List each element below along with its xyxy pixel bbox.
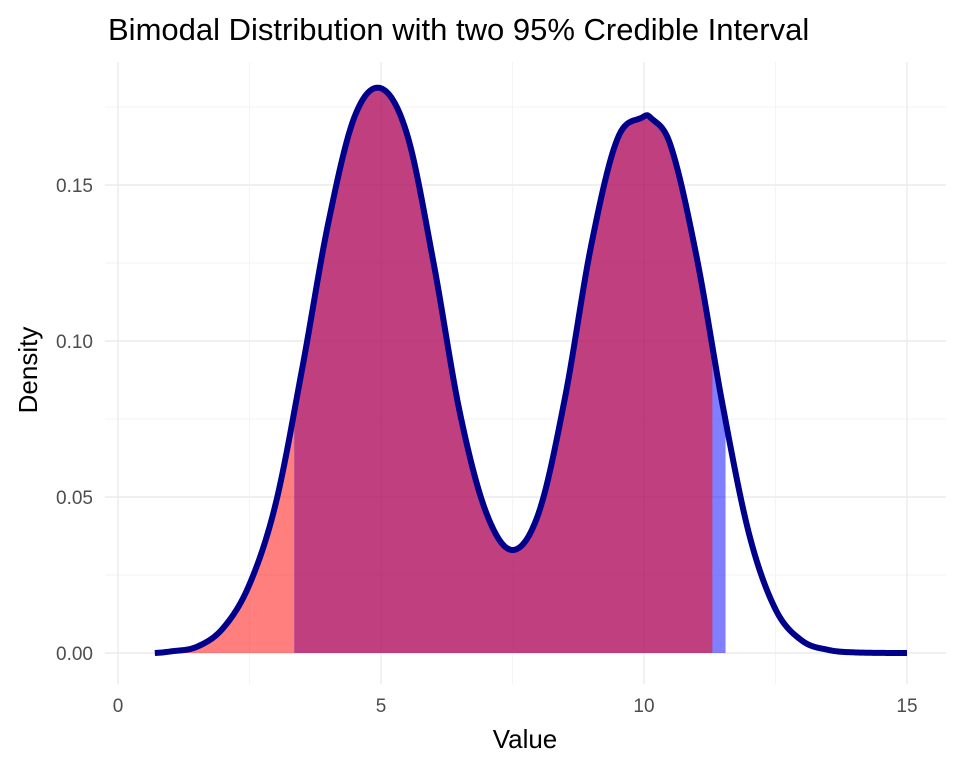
credible-interval-1: [154, 411, 295, 653]
x-tick-label: 0: [113, 696, 124, 717]
density-curve: [153, 84, 909, 656]
y-tick-label: 0.15: [56, 176, 93, 197]
y-axis-title: Density: [13, 327, 43, 414]
x-tick-label: 10: [633, 696, 654, 717]
minor-grid: [105, 62, 946, 684]
y-axis-ticks: 0.00 0.05 0.10 0.15: [56, 176, 93, 665]
chart-title: Bimodal Distribution with two 95% Credib…: [108, 12, 809, 47]
y-tick-label: 0.05: [56, 488, 93, 509]
credible-interval-overlap: [294, 87, 713, 654]
y-tick-label: 0.00: [56, 644, 93, 665]
x-axis-ticks: 0 5 10 15: [113, 696, 918, 717]
x-tick-label: 5: [376, 696, 387, 717]
density-curve-layer: [153, 84, 909, 656]
x-tick-label: 15: [896, 696, 917, 717]
credible-intervals: [154, 87, 726, 654]
x-axis-title: Value: [493, 724, 558, 754]
y-tick-label: 0.10: [56, 332, 93, 353]
